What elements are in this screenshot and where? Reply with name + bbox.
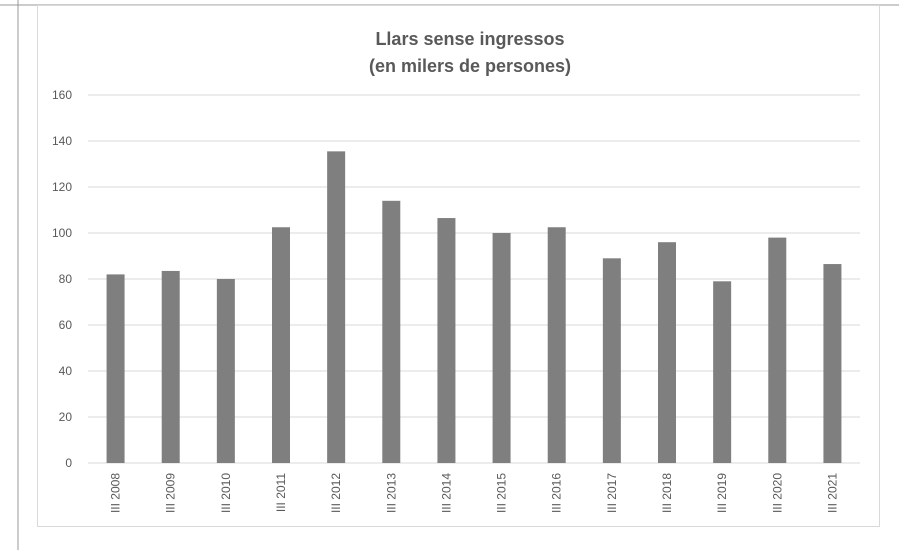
x-tick-label: III 2017 [605,473,619,513]
bar [106,274,125,463]
x-tick-label: III 2019 [715,473,729,513]
bar [327,151,346,463]
bar [272,227,290,463]
x-tick-label: III 2020 [770,473,784,513]
bar [823,264,842,463]
bar [602,258,621,463]
x-tick-label: III 2012 [329,473,343,513]
x-tick-label: III 2010 [219,473,233,513]
bar [492,233,511,463]
bar [658,242,676,463]
y-tick-label: 140 [52,134,72,148]
bar [161,270,180,463]
chart-area [37,5,880,527]
x-tick-label: III 2018 [660,473,674,513]
bar [713,281,732,463]
x-tick-label: III 2021 [825,473,839,513]
x-tick-label: III 2013 [384,473,398,513]
y-tick-label: 0 [65,456,72,470]
bar [547,227,566,463]
y-tick-label: 40 [59,364,73,378]
x-tick-label: III 2008 [109,473,123,513]
chart-title: Llars sense ingressos [375,29,564,49]
x-tick-label: III 2009 [164,473,178,513]
bar [216,279,235,463]
x-tick-label: III 2015 [495,473,509,513]
y-tick-label: 80 [59,272,73,286]
y-tick-label: 120 [52,180,72,194]
x-tick-label: III 2016 [550,473,564,513]
y-tick-label: 20 [59,410,73,424]
bar [768,237,787,463]
bar [437,218,456,463]
x-tick-label: III 2014 [439,473,453,513]
y-tick-label: 160 [52,88,72,102]
y-tick-label: 100 [52,226,72,240]
y-tick-label: 60 [59,318,73,332]
chart-subtitle: (en milers de persones) [369,56,571,76]
x-tick-label: III 2011 [274,473,288,512]
bar [382,200,401,464]
